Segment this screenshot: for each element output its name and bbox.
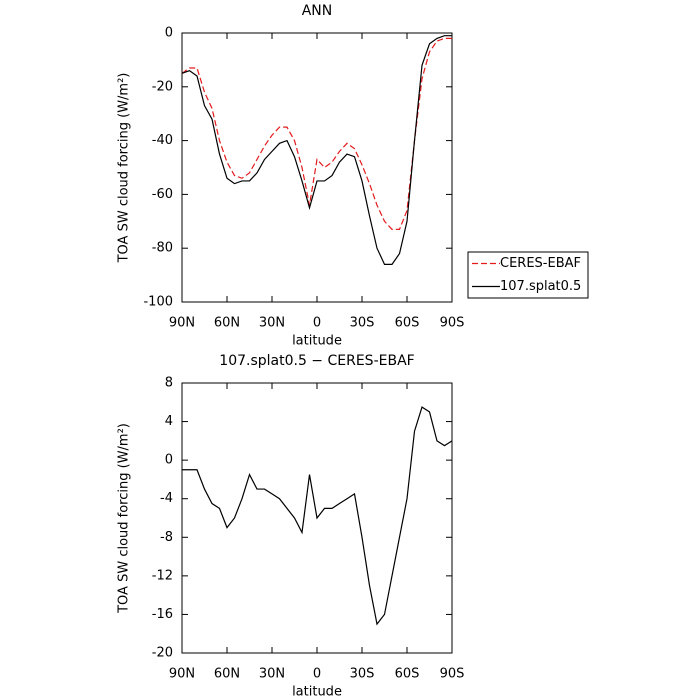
y-tick-label: -4 bbox=[160, 491, 173, 506]
y-tick-label: -40 bbox=[152, 133, 173, 148]
y-tick-label: 4 bbox=[165, 414, 173, 429]
line-series bbox=[181, 37, 452, 230]
legend-label: CERES-EBAF bbox=[500, 256, 581, 271]
x-tick-label: 0 bbox=[313, 667, 321, 682]
y-axis-label: TOA SW cloud forcing (W/m²) bbox=[117, 73, 132, 264]
x-tick-label: 90S bbox=[440, 316, 465, 331]
y-tick-label: -20 bbox=[152, 646, 173, 661]
legend-label: 107.splat0.5 bbox=[500, 279, 581, 294]
y-tick-label: -20 bbox=[152, 79, 173, 94]
legend-box bbox=[467, 251, 589, 299]
y-tick-label: 0 bbox=[165, 26, 173, 41]
x-tick-label: 30N bbox=[259, 316, 285, 331]
y-tick-label: -80 bbox=[152, 241, 173, 256]
x-tick-label: 60N bbox=[214, 667, 240, 682]
x-tick-label: 30N bbox=[259, 667, 285, 682]
x-tick-label: 30S bbox=[350, 316, 375, 331]
x-axis-label: latitude bbox=[292, 334, 342, 349]
line-series bbox=[182, 406, 453, 626]
y-tick-label: -60 bbox=[152, 187, 173, 202]
x-tick-label: 30S bbox=[350, 667, 375, 682]
x-tick-label: 60S bbox=[395, 667, 420, 682]
y-tick-label: -8 bbox=[160, 530, 173, 545]
x-tick-label: 90S bbox=[440, 667, 465, 682]
y-tick-label: -16 bbox=[152, 607, 173, 622]
y-axis-label: TOA SW cloud forcing (W/m²) bbox=[117, 423, 132, 614]
y-tick-label: -100 bbox=[143, 295, 173, 310]
x-tick-label: 90N bbox=[169, 667, 195, 682]
x-tick-label: 60S bbox=[395, 316, 420, 331]
x-axis-label: latitude bbox=[292, 685, 342, 700]
y-tick-label: -12 bbox=[152, 568, 173, 583]
x-tick-label: 0 bbox=[313, 316, 321, 331]
chart-title: ANN bbox=[302, 3, 333, 19]
y-tick-label: 8 bbox=[165, 376, 173, 391]
y-tick-label: 0 bbox=[165, 453, 173, 468]
chart-title: 107.splat0.5 − CERES-EBAF bbox=[219, 353, 414, 369]
line-series bbox=[181, 35, 452, 265]
x-tick-label: 60N bbox=[214, 316, 240, 331]
x-tick-label: 90N bbox=[169, 316, 195, 331]
